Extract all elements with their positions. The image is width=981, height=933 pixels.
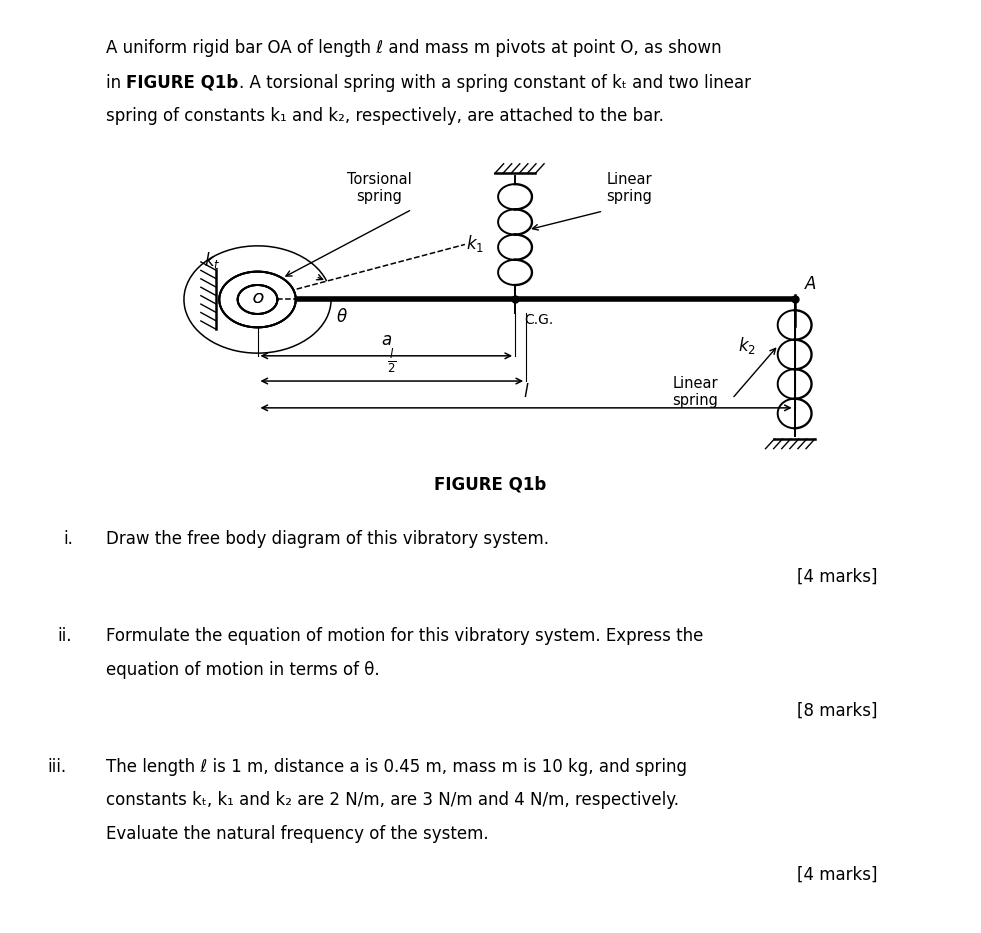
- Text: Evaluate the natural frequency of the system.: Evaluate the natural frequency of the sy…: [106, 825, 489, 842]
- Text: FIGURE Q1b: FIGURE Q1b: [435, 476, 546, 494]
- Text: C.G.: C.G.: [524, 313, 553, 327]
- Text: Torsional: Torsional: [346, 172, 411, 187]
- Text: spring: spring: [606, 189, 652, 204]
- Text: $k_1$: $k_1$: [466, 232, 484, 254]
- Text: A uniform rigid bar OA of length ℓ and mass m pivots at point O, as shown: A uniform rigid bar OA of length ℓ and m…: [106, 39, 722, 57]
- Text: spring: spring: [672, 393, 718, 408]
- Text: iii.: iii.: [47, 758, 66, 775]
- Text: [4 marks]: [4 marks]: [798, 567, 878, 585]
- Text: $k_2$: $k_2$: [738, 335, 755, 355]
- Text: O: O: [252, 292, 263, 307]
- Text: Linear: Linear: [672, 376, 718, 391]
- Text: spring of constants k₁ and k₂, respectively, are attached to the bar.: spring of constants k₁ and k₂, respectiv…: [106, 107, 664, 125]
- Text: Draw the free body diagram of this vibratory system.: Draw the free body diagram of this vibra…: [106, 530, 549, 548]
- Polygon shape: [220, 272, 296, 327]
- Text: The length ℓ is 1 m, distance a is 0.45 m, mass m is 10 kg, and spring: The length ℓ is 1 m, distance a is 0.45 …: [106, 758, 687, 775]
- Text: Formulate the equation of motion for this vibratory system. Express the: Formulate the equation of motion for thi…: [106, 627, 703, 645]
- Text: ii.: ii.: [57, 627, 72, 645]
- Text: . A torsional spring with a spring constant of kₜ and two linear: . A torsional spring with a spring const…: [238, 74, 750, 91]
- Text: spring: spring: [356, 189, 402, 204]
- Text: [4 marks]: [4 marks]: [798, 866, 878, 884]
- Text: $A$: $A$: [804, 275, 817, 294]
- Text: $\theta$: $\theta$: [336, 308, 348, 326]
- Text: in: in: [106, 74, 127, 91]
- Text: $a$: $a$: [381, 331, 391, 349]
- Text: [8 marks]: [8 marks]: [798, 702, 878, 719]
- Text: FIGURE Q1b: FIGURE Q1b: [127, 74, 238, 91]
- Text: O: O: [252, 292, 263, 307]
- Text: Linear: Linear: [606, 172, 652, 187]
- Text: constants kₜ, k₁ and k₂ are 2 N/m, are 3 N/m and 4 N/m, respectively.: constants kₜ, k₁ and k₂ are 2 N/m, are 3…: [106, 791, 679, 809]
- Text: equation of motion in terms of θ.: equation of motion in terms of θ.: [106, 661, 380, 678]
- Text: $l$: $l$: [523, 383, 530, 401]
- Text: i.: i.: [64, 530, 74, 548]
- Text: $k_t$: $k_t$: [204, 250, 220, 272]
- Text: $\frac{l}{2}$: $\frac{l}{2}$: [387, 346, 396, 375]
